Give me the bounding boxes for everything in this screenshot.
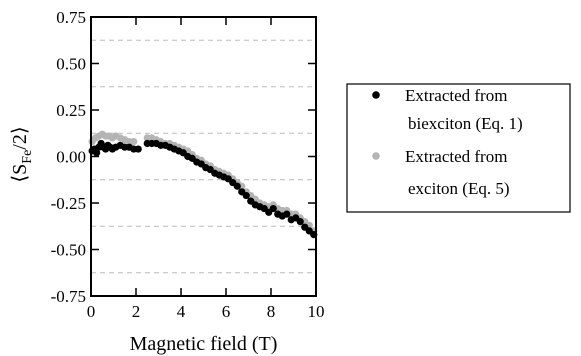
- gridlines: [91, 39, 316, 274]
- y-axis-title-open-bracket: ⟨: [9, 175, 31, 183]
- data-series: [88, 130, 318, 239]
- y-tick-label: 0.75: [56, 8, 86, 27]
- y-tick-label: -0.25: [51, 194, 86, 213]
- y-tick-label: -0.50: [51, 241, 86, 260]
- series-biexciton: [88, 139, 318, 239]
- x-tick-label: 6: [222, 302, 231, 321]
- data-point: [296, 218, 304, 226]
- legend-marker: [372, 91, 380, 99]
- y-axis-title-close-bracket: ⟩: [9, 126, 31, 134]
- legend-entry: Extracted from exciton (Eq. 5): [372, 147, 510, 198]
- x-tick-label: 2: [132, 302, 141, 321]
- axis-ticks: -0.75 -0.50 -0.25 0.00 0.25 0.50 0.75 0 2 4 6 8 10: [51, 8, 325, 321]
- data-point: [242, 191, 250, 200]
- x-tick-label: 4: [177, 302, 186, 321]
- legend-entry: Extracted from biexciton (Eq. 1): [372, 86, 523, 133]
- legend-label: exciton (Eq. 5): [408, 179, 510, 198]
- x-tick-label: 0: [87, 302, 96, 321]
- y-axis-title-subscript: Fe: [20, 150, 35, 164]
- y-axis-title: ⟨SFe/2⟩: [9, 126, 35, 182]
- data-point: [283, 210, 291, 218]
- y-axis-title-suffix: /2: [9, 134, 31, 150]
- legend-marker: [372, 152, 380, 160]
- x-tick-label: 8: [267, 302, 276, 321]
- data-point: [269, 204, 277, 213]
- y-tick-label: 0.25: [56, 101, 86, 120]
- legend-label: biexciton (Eq. 1): [408, 114, 523, 133]
- y-tick-label: 0.00: [56, 148, 86, 167]
- y-tick-label: -0.75: [51, 287, 86, 306]
- legend-label: Extracted from: [405, 86, 507, 105]
- data-point: [134, 145, 142, 153]
- x-tick-label: 10: [308, 302, 325, 321]
- svg-text:⟨SFe/2⟩: ⟨SFe/2⟩: [9, 126, 35, 182]
- y-axis-title-main: S: [9, 164, 31, 175]
- legend-label: Extracted from: [405, 147, 507, 166]
- x-axis-title: Magnetic field (T): [130, 333, 278, 355]
- legend-box: [346, 83, 571, 213]
- data-point: [93, 149, 101, 157]
- data-point: [233, 182, 241, 190]
- data-point: [130, 138, 138, 146]
- y-tick-label: 0.50: [56, 55, 86, 74]
